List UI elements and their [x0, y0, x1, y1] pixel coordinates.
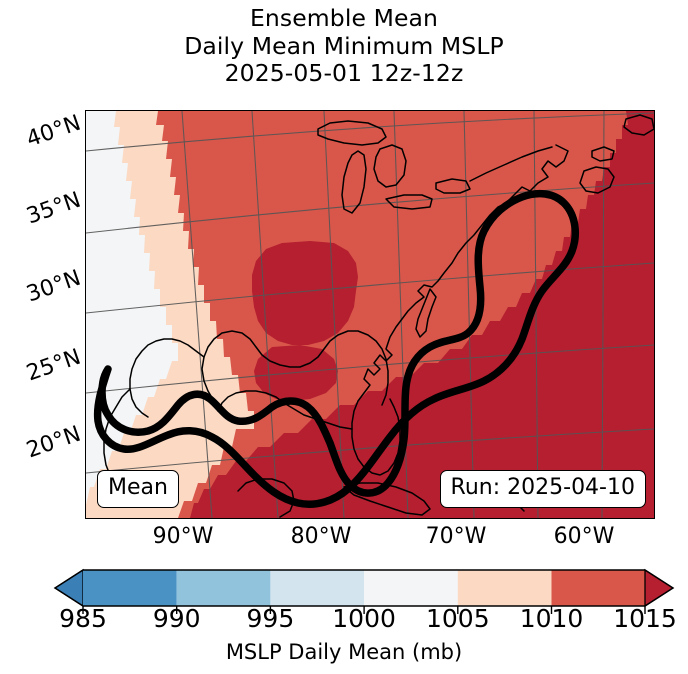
coast-lake-ontario [435, 178, 471, 194]
coast-lake-huron [373, 144, 407, 188]
coast-lake-erie [385, 194, 433, 210]
run-annotation-box: Run: 2025-04-10 [439, 470, 646, 508]
colorbar-tick-985: 985 [59, 604, 107, 633]
lat-label-20n: 20°N [23, 421, 85, 464]
title-line-3: 2025-05-01 12z-12z [224, 59, 464, 88]
colorbar-tick-1015: 1015 [613, 604, 677, 633]
colorbar-tick-1010: 1010 [519, 604, 584, 633]
colorbar-band-990-995 [176, 570, 271, 606]
title-line-1: Ensemble Mean [249, 4, 439, 32]
lon-label-80w: 80°W [290, 524, 352, 549]
lat-label-40n: 40°N [23, 110, 85, 153]
colorbar-band-1010-1015 [551, 570, 646, 606]
coast-lake-superior [317, 120, 387, 146]
graticule-lon-90w [251, 111, 279, 518]
lon-label-70w: 70°W [425, 524, 487, 549]
lon-label-90w: 90°W [152, 524, 214, 549]
graticule-lon-70w [533, 111, 539, 518]
lat-label-35n: 35°N [23, 187, 85, 230]
colorbar-tick-995: 995 [246, 604, 295, 633]
coast-texas [129, 338, 205, 418]
graticule-lon-75w [463, 111, 475, 518]
coast-st-lawrence [469, 146, 553, 182]
colorbar-tick-990: 990 [152, 604, 201, 633]
colorbar-band-1000-1005 [364, 570, 458, 606]
coast-pei [591, 146, 615, 162]
coast-newfoundland [623, 114, 654, 136]
graticule-lat-35n [86, 182, 654, 234]
map-contour-fill [86, 111, 654, 518]
colorbar-extend-right [644, 568, 675, 608]
colorbar-swatches [53, 568, 675, 614]
graticule [86, 111, 654, 518]
coast-lake-michigan [341, 150, 367, 214]
colorbar-ticks [82, 606, 646, 614]
contour-path-main [93, 189, 580, 508]
graticule-lat-30n [86, 262, 654, 314]
figure-title: Ensemble Mean Daily Mean Minimum MSLP 20… [0, 4, 688, 88]
graticule-lon-65w [601, 111, 605, 518]
mean-annotation-box: Mean [97, 470, 179, 508]
lat-label-30n: 30°N [23, 265, 85, 308]
coast-chesapeake [415, 288, 437, 338]
band-above-1015-atlantic [190, 111, 654, 518]
mslp-contour-1015 [93, 189, 580, 508]
colorbar-title: MSLP Daily Mean (mb) [225, 640, 463, 664]
band-above-1015-gulf [254, 345, 338, 401]
colorbar-extend-left [53, 568, 84, 608]
colorbar-band-985-990 [83, 570, 177, 606]
lat-label-25n: 25°N [23, 344, 85, 387]
coastlines [103, 114, 654, 518]
coast-cuba [343, 482, 431, 516]
title-line-2: Daily Mean Minimum MSLP [184, 31, 504, 60]
colorbar[interactable]: 985 990 995 1000 1005 1010 1015 MSLP Dai… [0, 560, 688, 674]
coast-gulf-north [201, 330, 389, 412]
graticule-lat-40n [86, 112, 654, 152]
colorbar-tick-1005: 1005 [425, 604, 490, 633]
lon-label-60w: 60°W [553, 524, 615, 549]
colorbar-tick-1000: 1000 [332, 604, 396, 633]
coast-yucatan [237, 478, 295, 518]
graticule-lat-25n [86, 344, 654, 394]
colorbar-band-995-1000 [270, 570, 365, 606]
map-plot-area[interactable]: Mean Run: 2025-04-10 [85, 110, 655, 519]
colorbar-band-1005-1010 [457, 570, 552, 606]
coast-nova-scotia [579, 166, 615, 194]
graticule-lat-20n [86, 428, 654, 474]
graticule-lon-95w [181, 111, 213, 518]
graticule-lon-85w [323, 111, 345, 518]
